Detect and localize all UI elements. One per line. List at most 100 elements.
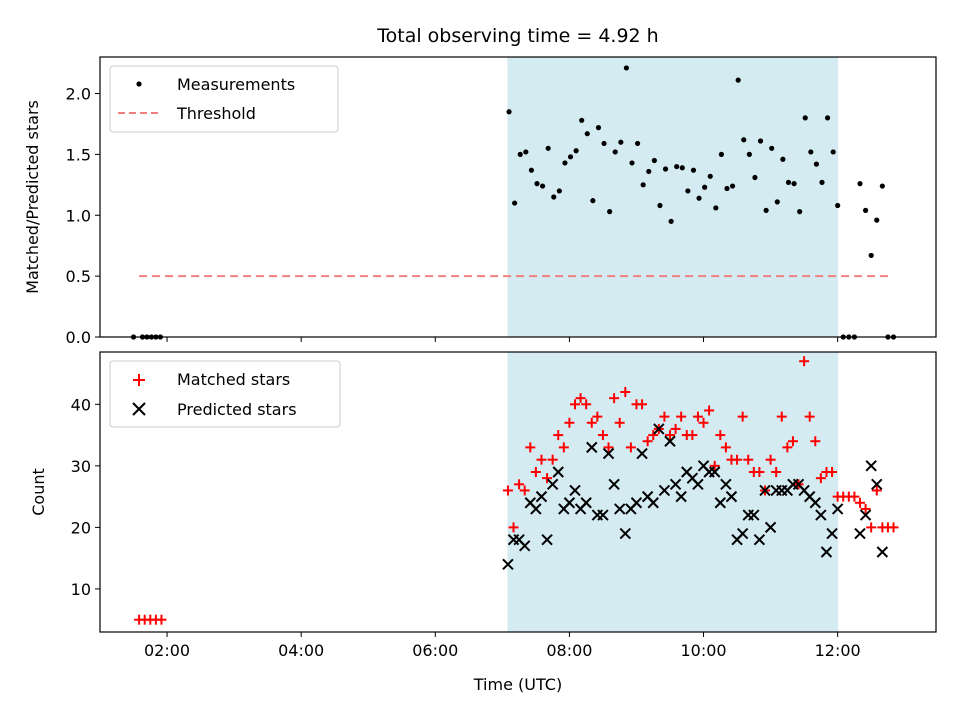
y-tick-label: 2.0 [66, 85, 91, 104]
legend-predicted-label: Predicted stars [177, 400, 297, 419]
measurement-point [545, 145, 551, 151]
matched-star-point [575, 393, 586, 404]
matched-star-point [648, 430, 659, 441]
predicted-star-point [826, 527, 838, 540]
predicted-star-point [708, 466, 721, 478]
matched-star-point [799, 356, 810, 367]
measurement-point [590, 198, 596, 204]
measurement-point [868, 252, 874, 259]
predicted-star-point [586, 441, 598, 454]
matched-star-point [547, 454, 558, 465]
measurement-point [517, 151, 523, 157]
measurement-point [729, 183, 736, 189]
measurement-point [674, 163, 680, 170]
matched-star-point [597, 430, 608, 441]
legend-measurements-marker [136, 81, 142, 87]
predicted-star-point [602, 447, 615, 460]
measurement-point [802, 115, 808, 121]
bottom-y-axis: 10 20 30 40 [71, 395, 100, 599]
predicted-star-point [854, 527, 866, 540]
measurement-point [506, 109, 512, 115]
bottom-x-axis: 02:00 04:00 06:00 08:00 10:00 12:00 [144, 632, 861, 660]
legend-matched-marker [133, 374, 145, 386]
top-x-axis [166, 337, 839, 342]
matched-star-point [592, 411, 603, 422]
matched-star-point [866, 522, 877, 533]
predicted-star-point [692, 478, 704, 491]
measurement-point [629, 160, 635, 166]
matched-star-point [542, 473, 553, 484]
measurement-point [763, 207, 769, 213]
matched-star-point [502, 485, 513, 496]
predicted-star-point [658, 484, 671, 497]
predicted-star-point [831, 503, 844, 515]
predicted-star-point [608, 478, 620, 491]
matched-star-point [888, 522, 899, 533]
predicted-star-point [563, 497, 576, 509]
predicted-star-point [541, 533, 553, 546]
top-legend: Measurements Threshold [109, 65, 339, 133]
measurement-point [862, 207, 869, 213]
legend-threshold-label: Threshold [176, 104, 256, 123]
y-tick-label: 40 [71, 395, 91, 414]
measurement-point [567, 154, 574, 160]
matched-star-point [698, 417, 709, 428]
y-tick-label: 10 [71, 580, 91, 599]
predicted-star-point [764, 521, 777, 534]
matched-star-point [776, 411, 787, 422]
y-tick-label: 0.5 [66, 267, 91, 286]
measurement-point [707, 173, 713, 179]
y-tick-label: 30 [71, 457, 91, 476]
measurement-point [830, 149, 836, 155]
measurement-point [634, 140, 641, 147]
measurement-point [668, 218, 674, 224]
measurement-point [584, 131, 590, 137]
predicted-star-point [613, 503, 626, 515]
measurement-point [724, 185, 730, 192]
measurement-point [824, 115, 831, 121]
matched-star-point [849, 491, 860, 502]
matched-star-point [514, 479, 525, 490]
matched-star-point [704, 405, 715, 416]
measurement-point [534, 181, 540, 187]
matched-star-point [586, 417, 597, 428]
matched-star-point [637, 399, 648, 410]
matched-star-point [156, 614, 167, 625]
predicted-star-point [714, 497, 727, 509]
measurement-point [857, 181, 863, 187]
predicted-star-point [725, 490, 738, 503]
measurement-point [769, 145, 775, 151]
measurement-point [528, 167, 535, 173]
observing-window-shade [507, 56, 839, 338]
matched-star-point [558, 442, 569, 453]
legend-predicted-marker [132, 402, 146, 416]
predicted-star-point [859, 509, 872, 521]
measurement-point [735, 77, 741, 83]
matched-star-point [692, 411, 703, 422]
measurement-point [551, 194, 557, 200]
measurement-point [679, 165, 685, 171]
x-tick-label: 06:00 [412, 641, 458, 660]
matched-star-point [553, 430, 564, 441]
matched-star-point [720, 442, 731, 453]
predicted-star-point [675, 490, 687, 503]
measurement-point [741, 137, 747, 143]
top-y-axis: 0.0 0.5 1.0 1.5 2.0 [66, 85, 100, 347]
bottom-y-axis-label: Count [29, 468, 48, 516]
measurement-point [562, 160, 568, 166]
bottom-plot-marks [134, 356, 899, 625]
predicted-star-point [753, 533, 766, 546]
measurement-point [757, 138, 764, 144]
bottom-axes-frame [99, 351, 937, 633]
predicted-star-point [530, 503, 542, 515]
predicted-star-point [669, 478, 682, 491]
top-panel: 0.00.51.01.52.0 Matched/Predicted stars … [23, 56, 937, 347]
y-tick-label: 0.0 [66, 328, 91, 347]
predicted-star-point [876, 546, 889, 558]
predicted-star-point [736, 527, 749, 540]
matched-star-point [642, 436, 653, 447]
measurement-point [657, 202, 663, 209]
matched-star-point [603, 442, 614, 453]
measurement-point [746, 151, 752, 157]
predicted-star-point [636, 447, 648, 460]
